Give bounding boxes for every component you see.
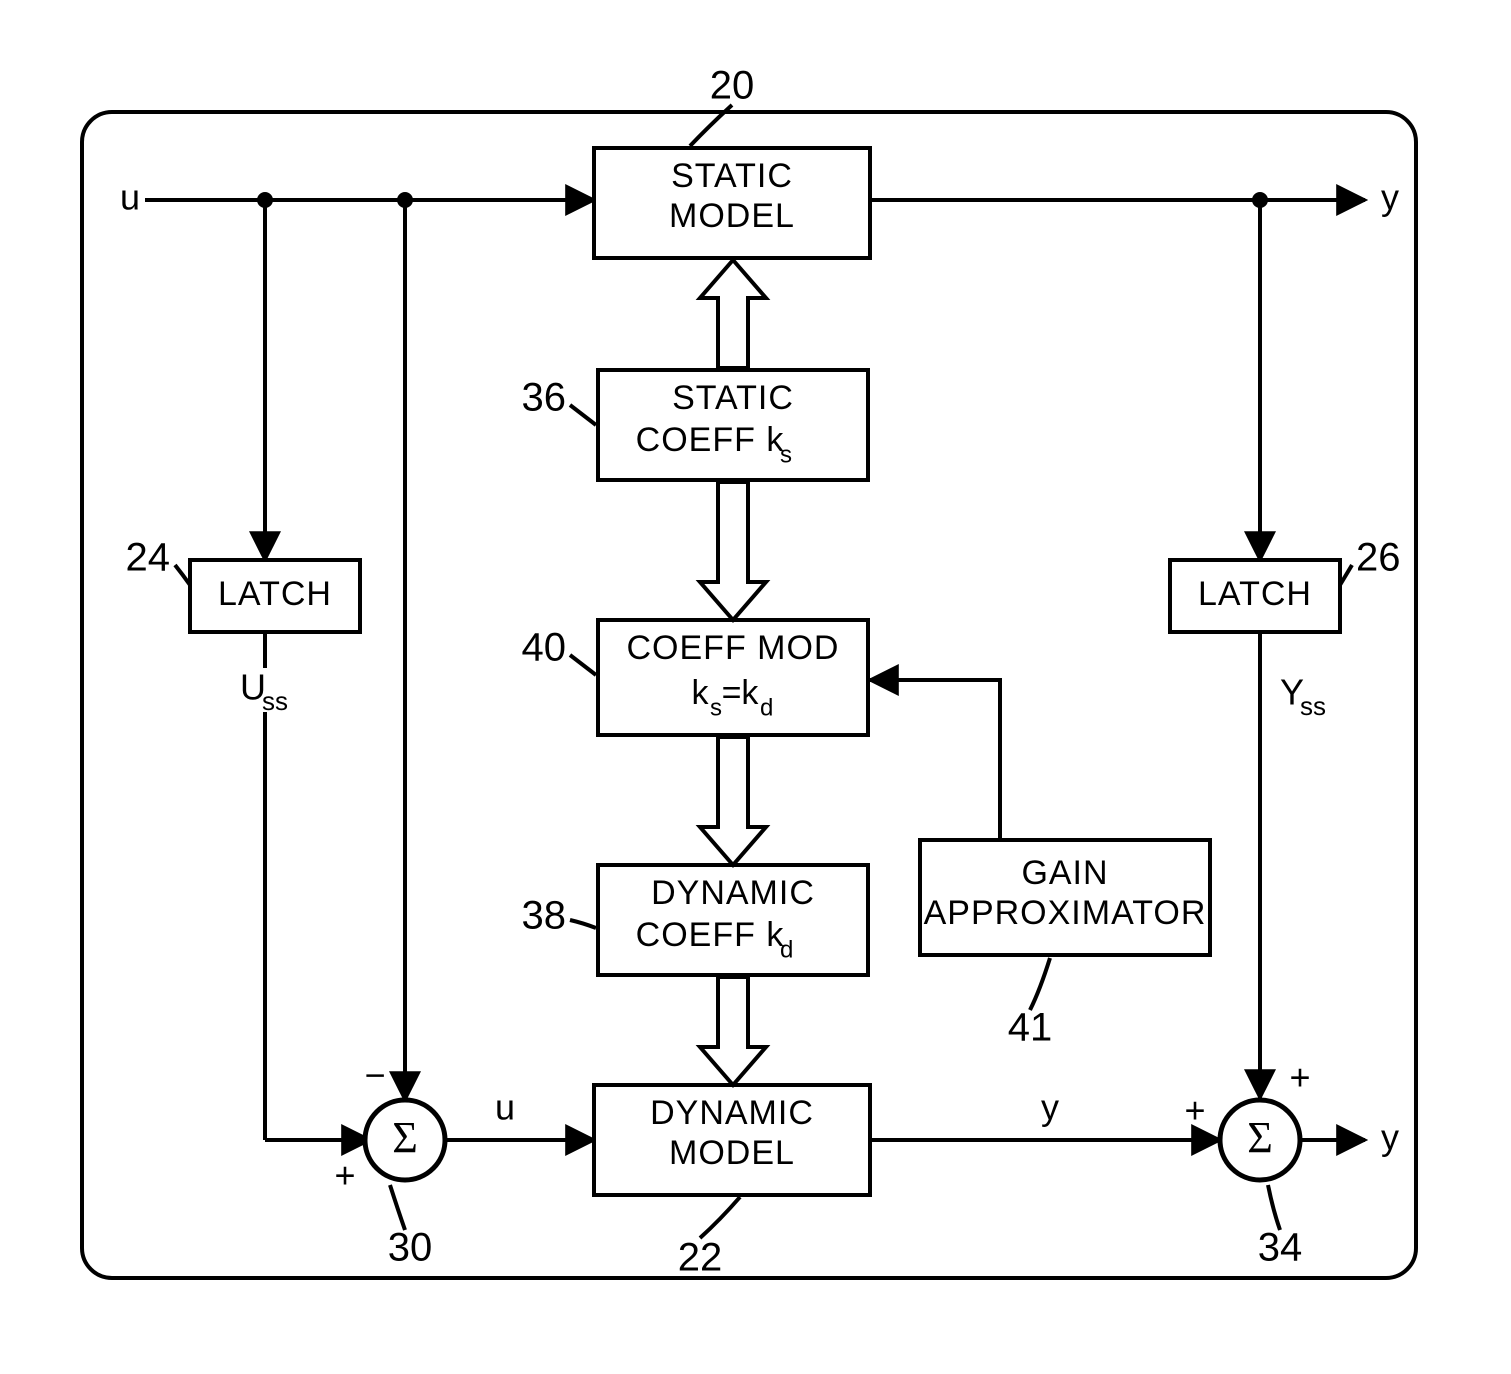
- coeff-mod-ref: 40: [522, 626, 567, 670]
- sum-left-ref: 30: [388, 1226, 433, 1270]
- dynamic-model-ref: 22: [678, 1236, 723, 1280]
- output-y2-label: y: [1381, 1117, 1399, 1158]
- static-model-label-1: STATIC: [671, 157, 793, 195]
- sum-left-minus: −: [364, 1055, 385, 1096]
- svg-text:k: k: [692, 674, 710, 712]
- svg-text:Σ: Σ: [1247, 1113, 1273, 1162]
- svg-text:ss: ss: [262, 686, 288, 716]
- input-u-label: u: [120, 177, 140, 218]
- dynamic-coeff-ref: 38: [522, 894, 567, 938]
- svg-text:d: d: [780, 936, 793, 963]
- static-coeff-label-1: STATIC: [672, 379, 794, 417]
- svg-text:=k: =k: [722, 674, 760, 712]
- svg-text:COEFF k: COEFF k: [636, 421, 785, 459]
- y-mid-label: y: [1041, 1087, 1059, 1128]
- gain-approx-label-2: APPROXIMATOR: [924, 894, 1207, 932]
- svg-text:s: s: [710, 694, 722, 721]
- block-diagram: STATIC MODEL 20 u y LATCH 24 Uss Σ − + 3…: [0, 0, 1511, 1374]
- dynamic-model-label-1: DYNAMIC: [650, 1094, 814, 1132]
- sum-right-plus-top: +: [1289, 1057, 1310, 1098]
- static-coeff-ref: 36: [522, 376, 567, 420]
- gain-approx-label-1: GAIN: [1021, 854, 1108, 892]
- dynamic-coeff-label-1: DYNAMIC: [651, 874, 815, 912]
- svg-text:COEFF k: COEFF k: [636, 916, 785, 954]
- u-mid-label: u: [495, 1087, 515, 1128]
- sum-right-ref: 34: [1258, 1226, 1303, 1270]
- latch-right-label: LATCH: [1198, 575, 1312, 613]
- sum-right: Σ: [1220, 1100, 1300, 1180]
- latch-left-ref: 24: [126, 536, 171, 580]
- svg-text:ss: ss: [1300, 691, 1326, 721]
- svg-text:Σ: Σ: [392, 1113, 418, 1162]
- sum-left-plus: +: [334, 1155, 355, 1196]
- gain-approx-ref: 41: [1008, 1006, 1053, 1050]
- svg-text:s: s: [780, 441, 792, 468]
- svg-text:d: d: [760, 694, 773, 721]
- static-model-label-2: MODEL: [669, 197, 795, 235]
- coeff-mod-label-1: COEFF MOD: [627, 629, 840, 667]
- sum-right-plus-left: +: [1184, 1090, 1205, 1131]
- static-model-ref: 20: [710, 64, 755, 108]
- sum-left: Σ: [365, 1100, 445, 1180]
- dynamic-model-label-2: MODEL: [669, 1134, 795, 1172]
- latch-right-ref: 26: [1356, 536, 1401, 580]
- output-y-label: y: [1381, 177, 1399, 218]
- latch-left-label: LATCH: [218, 575, 332, 613]
